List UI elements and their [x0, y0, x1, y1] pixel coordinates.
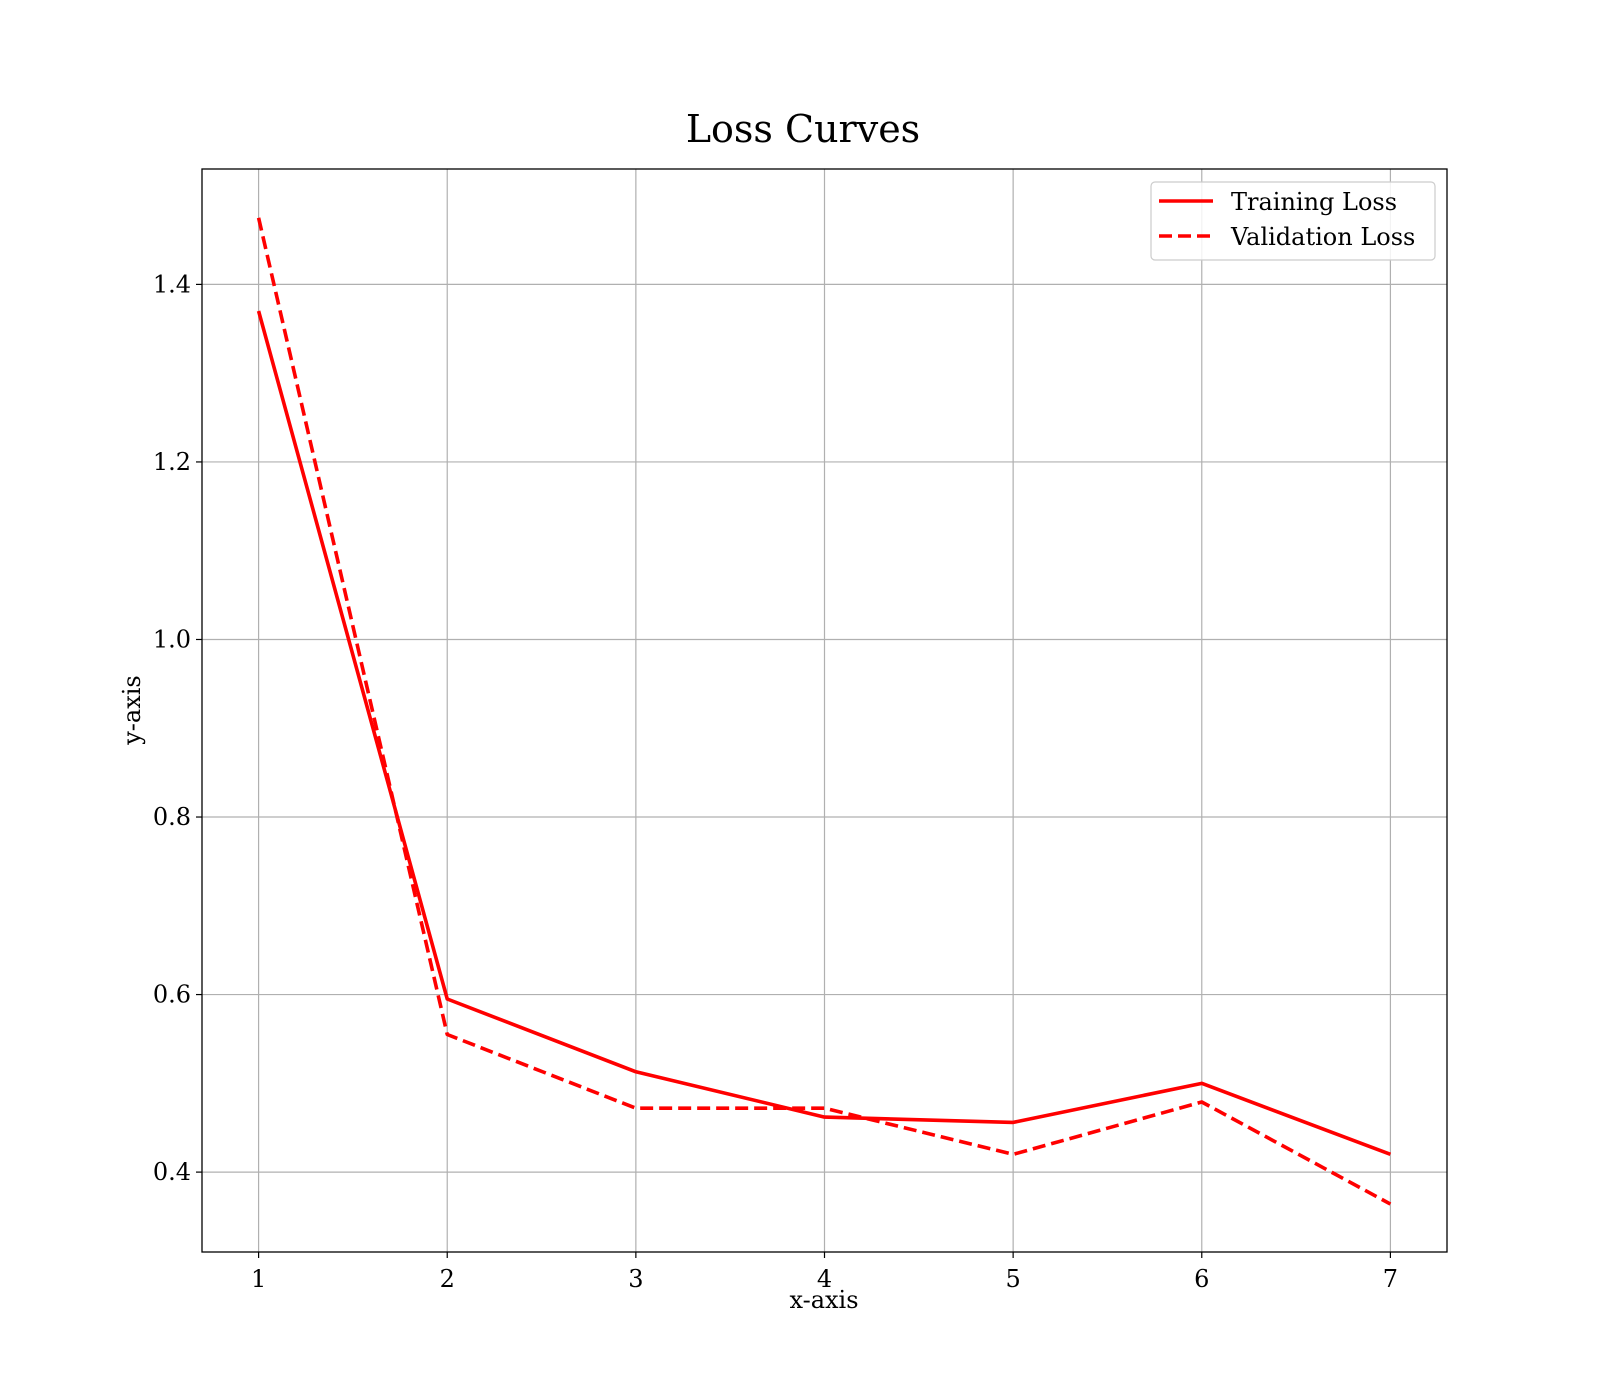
x-tick-label: 2 — [440, 1265, 455, 1293]
series-lines — [256, 217, 1392, 1206]
x-axis-ticks: 1 2 3 4 5 6 7 — [251, 1252, 1398, 1293]
y-axis-ticks: 0.4 0.6 0.8 1.0 1.2 1.4 — [153, 270, 202, 1186]
x-tick-label: 5 — [1005, 1265, 1020, 1293]
x-tick-label: 7 — [1383, 1265, 1398, 1293]
x-tick-label: 1 — [251, 1265, 266, 1293]
legend: Training Loss Validation Loss — [1150, 181, 1436, 261]
series-line-training-loss — [256, 310, 1392, 1157]
y-tick-label: 1.2 — [153, 448, 191, 476]
series-line-validation-loss — [256, 217, 1392, 1206]
x-tick-label: 6 — [1194, 1265, 1209, 1293]
x-axis-label: x-axis — [789, 1286, 858, 1314]
x-tick-label: 4 — [817, 1265, 832, 1293]
y-axis-label: y-axis — [118, 675, 146, 746]
y-tick-label: 0.8 — [153, 803, 191, 831]
x-tick-label: 3 — [628, 1265, 643, 1293]
chart-title: Loss Curves — [686, 107, 920, 151]
legend-label-validation-loss: Validation Loss — [1230, 223, 1415, 251]
legend-box — [1150, 181, 1436, 261]
grid — [202, 169, 1447, 1252]
y-tick-label: 1.0 — [153, 625, 191, 653]
legend-label-training-loss: Training Loss — [1231, 188, 1397, 216]
y-tick-label: 1.4 — [153, 270, 191, 298]
y-tick-label: 0.6 — [153, 981, 191, 1009]
y-tick-label: 0.4 — [153, 1158, 191, 1186]
